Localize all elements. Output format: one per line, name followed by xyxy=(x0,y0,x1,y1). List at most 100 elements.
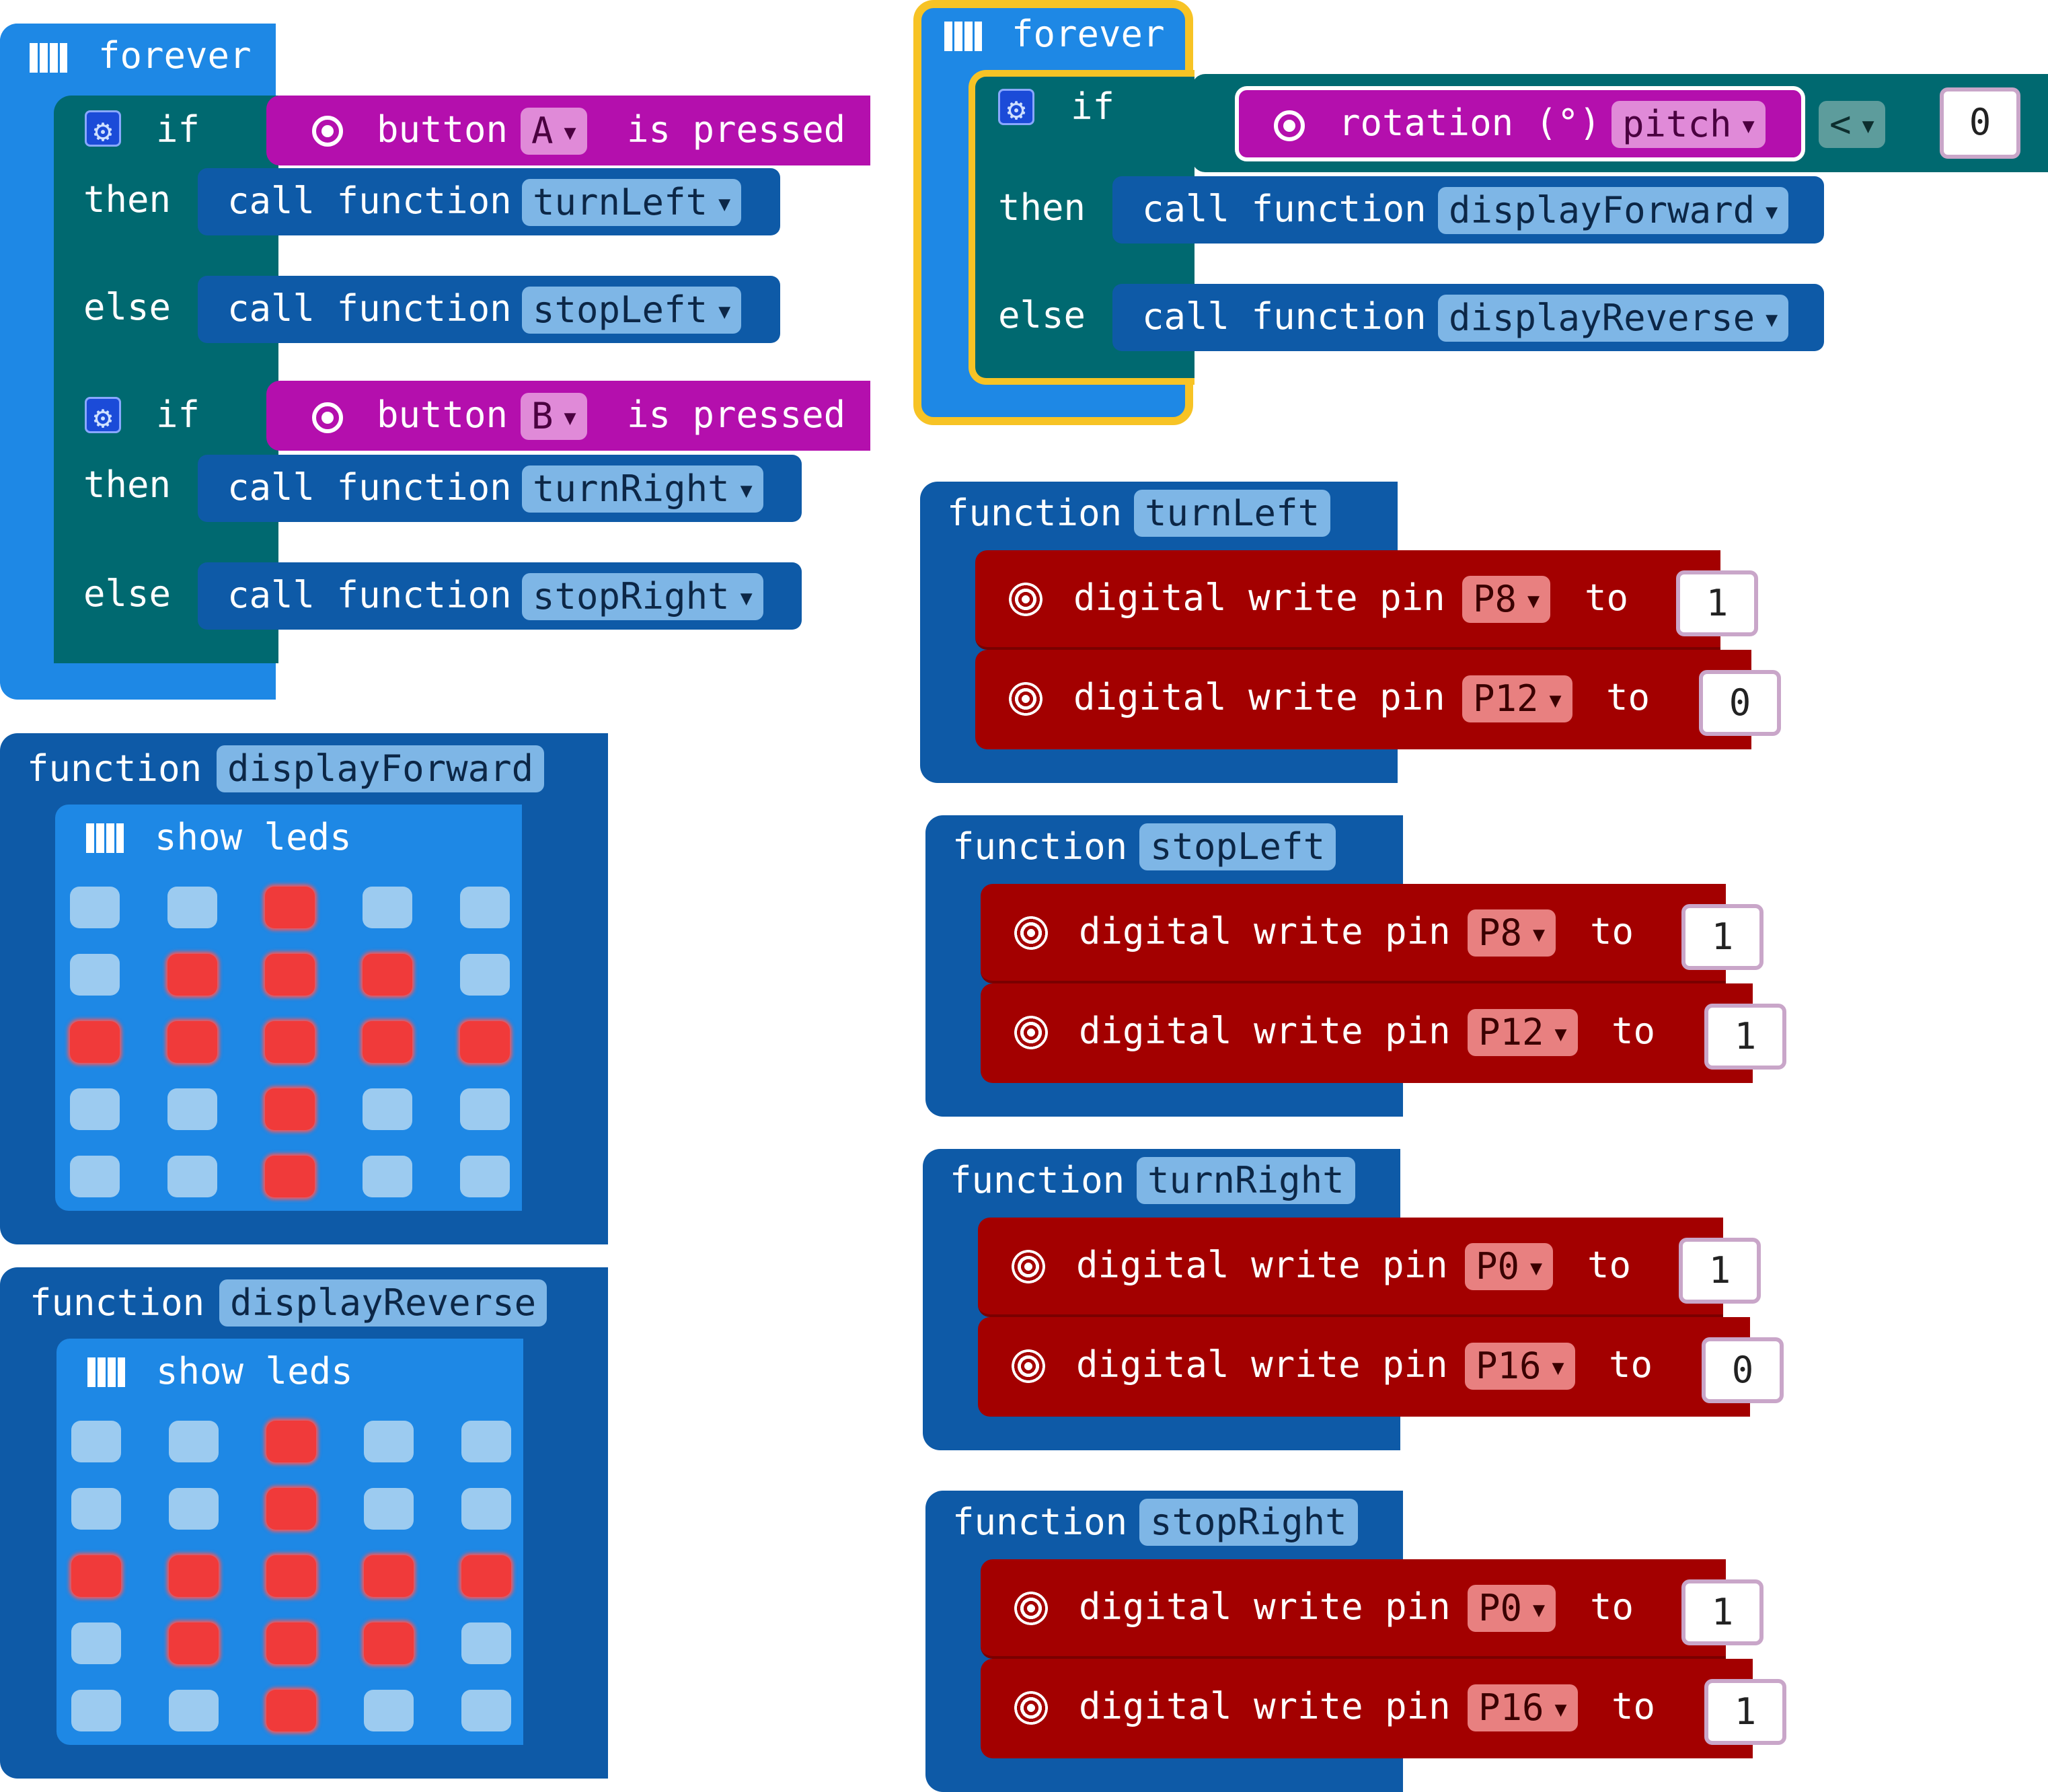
operator-dropdown[interactable]: < ▼ xyxy=(1819,101,1885,148)
function-name-field[interactable]: turnRight xyxy=(1137,1157,1355,1204)
gear-icon[interactable]: ⚙ xyxy=(85,397,121,435)
stopleft-dropdown[interactable]: stopLeft ▼ xyxy=(522,287,742,334)
input-ring-icon xyxy=(312,402,343,433)
led-2-4[interactable] xyxy=(461,1555,511,1597)
function-name-field[interactable]: displayForward xyxy=(217,745,545,792)
led-1-2[interactable] xyxy=(265,954,315,996)
function-name-field[interactable]: displayReverse xyxy=(219,1279,547,1327)
pin-value-input[interactable]: 1 xyxy=(1681,904,1763,970)
to-label: to xyxy=(1590,1585,1634,1628)
digital-write-block[interactable] xyxy=(975,650,1751,749)
digital-write-block[interactable] xyxy=(981,1559,1726,1659)
stopright-dropdown[interactable]: stopRight ▼ xyxy=(522,573,763,620)
pin-value-input[interactable]: 0 xyxy=(1702,1337,1784,1403)
led-1-4[interactable] xyxy=(460,954,510,996)
led-0-3[interactable] xyxy=(364,1421,414,1462)
led-1-3[interactable] xyxy=(364,1488,414,1530)
digital-write-block[interactable] xyxy=(981,983,1753,1083)
pin-dropdown[interactable]: P8 ▼ xyxy=(1462,576,1551,623)
led-4-1[interactable] xyxy=(167,1156,217,1197)
digital-write-block[interactable] xyxy=(981,884,1726,983)
led-0-3[interactable] xyxy=(363,887,412,928)
led-2-3[interactable] xyxy=(364,1555,414,1597)
led-4-2[interactable] xyxy=(266,1690,316,1731)
led-2-2[interactable] xyxy=(266,1555,316,1597)
pin-value-input[interactable]: 1 xyxy=(1679,1238,1761,1304)
pin-dropdown[interactable]: P16 ▼ xyxy=(1468,1684,1578,1731)
turnright-dropdown[interactable]: turnRight ▼ xyxy=(522,465,763,513)
displayforward-dropdown[interactable]: displayForward ▼ xyxy=(1438,187,1789,234)
led-2-0[interactable] xyxy=(71,1555,121,1597)
function-name-field[interactable]: stopRight xyxy=(1139,1499,1358,1546)
pitch-dropdown[interactable]: pitch ▼ xyxy=(1611,101,1766,148)
pin-value-input[interactable]: 1 xyxy=(1704,1679,1786,1745)
digital-write-block[interactable] xyxy=(975,550,1720,650)
displayreverse-dropdown[interactable]: displayReverse ▼ xyxy=(1438,295,1789,342)
pin-value-input[interactable]: 1 xyxy=(1676,570,1758,636)
function-name-field[interactable]: stopLeft xyxy=(1139,823,1336,870)
pin-dropdown[interactable]: P0 ▼ xyxy=(1465,1243,1554,1290)
led-1-4[interactable] xyxy=(461,1488,511,1530)
led-3-0[interactable] xyxy=(70,1088,120,1130)
led-2-4[interactable] xyxy=(460,1021,510,1063)
pin-dropdown[interactable]: P16 ▼ xyxy=(1465,1343,1575,1390)
gear-icon[interactable]: ⚙ xyxy=(85,110,121,149)
led-4-3[interactable] xyxy=(364,1690,414,1731)
led-3-0[interactable] xyxy=(71,1622,121,1664)
led-0-4[interactable] xyxy=(460,887,510,928)
pin-dropdown[interactable]: P12 ▼ xyxy=(1462,675,1572,722)
led-3-3[interactable] xyxy=(363,1088,412,1130)
led-1-1[interactable] xyxy=(169,1488,219,1530)
led-4-4[interactable] xyxy=(460,1156,510,1197)
led-0-2[interactable] xyxy=(266,1421,316,1462)
led-4-3[interactable] xyxy=(363,1156,412,1197)
function-name-field[interactable]: turnLeft xyxy=(1134,490,1331,537)
digital-write-block[interactable] xyxy=(978,1317,1750,1417)
pin-value-input[interactable]: 0 xyxy=(1699,670,1781,736)
pin-dropdown[interactable]: P8 ▼ xyxy=(1468,909,1556,957)
led-3-2[interactable] xyxy=(265,1088,315,1130)
led-3-1[interactable] xyxy=(167,1088,217,1130)
digital-write-block[interactable] xyxy=(978,1218,1723,1317)
led-3-1[interactable] xyxy=(169,1622,219,1664)
led-3-4[interactable] xyxy=(460,1088,510,1130)
led-4-2[interactable] xyxy=(265,1156,315,1197)
led-4-0[interactable] xyxy=(70,1156,120,1197)
pin-value-input[interactable]: 1 xyxy=(1704,1004,1786,1070)
led-2-1[interactable] xyxy=(169,1555,219,1597)
led-2-2[interactable] xyxy=(265,1021,315,1063)
led-0-0[interactable] xyxy=(70,887,120,928)
pin-dropdown[interactable]: P0 ▼ xyxy=(1468,1585,1556,1632)
led-0-4[interactable] xyxy=(461,1421,511,1462)
led-4-0[interactable] xyxy=(71,1690,121,1731)
led-3-4[interactable] xyxy=(461,1622,511,1664)
led-1-0[interactable] xyxy=(70,954,120,996)
led-1-0[interactable] xyxy=(71,1488,121,1530)
led-0-1[interactable] xyxy=(167,887,217,928)
digital-write-label: digital write pin xyxy=(1076,1343,1448,1386)
led-4-4[interactable] xyxy=(461,1690,511,1731)
pin-value-input[interactable]: 1 xyxy=(1681,1579,1763,1645)
show-leds-block[interactable] xyxy=(55,805,522,1211)
led-1-2[interactable] xyxy=(266,1488,316,1530)
button-b-dropdown[interactable]: B ▼ xyxy=(521,393,587,440)
led-1-3[interactable] xyxy=(363,954,412,996)
digital-write-block[interactable] xyxy=(981,1659,1753,1758)
led-0-2[interactable] xyxy=(265,887,315,928)
led-3-2[interactable] xyxy=(266,1622,316,1664)
led-2-0[interactable] xyxy=(70,1021,120,1063)
function-label: function xyxy=(950,1159,1125,1201)
gear-icon[interactable]: ⚙ xyxy=(998,89,1034,127)
led-4-1[interactable] xyxy=(169,1690,219,1731)
led-2-1[interactable] xyxy=(167,1021,217,1063)
show-leds-block[interactable] xyxy=(56,1339,523,1745)
compare-value-input[interactable]: 0 xyxy=(1940,87,2020,159)
led-1-1[interactable] xyxy=(167,954,217,996)
led-0-0[interactable] xyxy=(71,1421,121,1462)
turnleft-dropdown[interactable]: turnLeft ▼ xyxy=(522,179,742,226)
led-0-1[interactable] xyxy=(169,1421,219,1462)
pin-dropdown[interactable]: P12 ▼ xyxy=(1468,1009,1578,1056)
led-2-3[interactable] xyxy=(363,1021,412,1063)
led-3-3[interactable] xyxy=(364,1622,414,1664)
button-a-dropdown[interactable]: A ▼ xyxy=(521,108,587,155)
